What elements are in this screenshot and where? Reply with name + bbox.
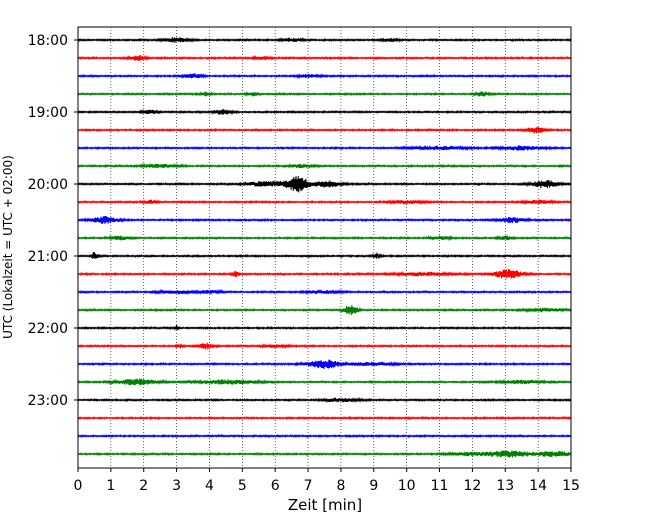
seismic-trace-2115 bbox=[77, 268, 572, 279]
x-tick-label: 9 bbox=[369, 478, 378, 494]
seismic-trace-2045 bbox=[77, 234, 572, 242]
seismic-trace-1945 bbox=[77, 162, 572, 170]
plot-frame bbox=[77, 26, 572, 469]
seismic-trace-1830 bbox=[77, 73, 572, 80]
seismic-trace-2230 bbox=[77, 359, 572, 370]
x-tick-label: 5 bbox=[238, 478, 247, 494]
seismic-trace-2100 bbox=[77, 252, 572, 259]
seismic-trace-2015 bbox=[77, 198, 572, 206]
seismic-trace-1800 bbox=[77, 36, 572, 43]
y-tick-label: 18:00 bbox=[28, 33, 68, 49]
x-tick-label: 4 bbox=[205, 478, 214, 494]
x-axis-label: Zeit [min] bbox=[288, 496, 362, 514]
x-tick-label: 8 bbox=[336, 478, 345, 494]
seismic-trace-1900 bbox=[77, 108, 572, 116]
x-tick-label: 7 bbox=[304, 478, 313, 494]
y-axis-ticks: 18:00 19:00 20:00 21:00 22:00 23:00 bbox=[28, 33, 78, 409]
x-tick-label: 13 bbox=[496, 478, 514, 494]
x-tick-label: 0 bbox=[74, 478, 83, 494]
seismic-trace-2330 bbox=[77, 433, 572, 439]
x-tick-label: 3 bbox=[172, 478, 181, 494]
y-tick-label: 22:00 bbox=[28, 321, 68, 337]
y-tick-label: 23:00 bbox=[28, 393, 68, 409]
x-axis-ticks: 0 1 2 3 4 5 6 7 8 9 10 11 12 13 14 15 bbox=[74, 468, 580, 494]
seismic-traces bbox=[77, 36, 572, 458]
x-tick-label: 14 bbox=[529, 478, 547, 494]
seismic-trace-2030 bbox=[77, 216, 572, 224]
seismic-trace-2130 bbox=[77, 288, 572, 296]
x-tick-label: 15 bbox=[562, 478, 580, 494]
seismic-trace-1845 bbox=[77, 90, 572, 98]
x-tick-label: 11 bbox=[431, 478, 449, 494]
x-tick-label: 10 bbox=[398, 478, 416, 494]
seismic-trace-2300 bbox=[77, 396, 572, 404]
seismic-trace-2315 bbox=[77, 415, 572, 421]
seismic-trace-2215 bbox=[77, 342, 572, 350]
seismic-trace-1815 bbox=[77, 54, 572, 62]
seismic-trace-1930 bbox=[77, 144, 572, 152]
seismic-trace-2245 bbox=[77, 378, 572, 386]
x-tick-label: 12 bbox=[463, 478, 481, 494]
x-tick-label: 1 bbox=[106, 478, 115, 494]
x-tick-label: 2 bbox=[139, 478, 148, 494]
y-axis-label: UTC (Lokalzeit = UTC + 02:00) bbox=[1, 155, 15, 339]
seismic-trace-1915 bbox=[77, 126, 572, 134]
seismic-trace-2145 bbox=[77, 304, 572, 316]
seismic-trace-2200 bbox=[77, 325, 572, 332]
y-tick-label: 20:00 bbox=[28, 177, 68, 193]
x-tick-label: 6 bbox=[271, 478, 280, 494]
y-tick-label: 19:00 bbox=[28, 105, 68, 121]
seismic-trace-2000 bbox=[77, 176, 572, 193]
y-tick-label: 21:00 bbox=[28, 249, 68, 265]
seismic-trace-2345 bbox=[77, 450, 572, 458]
